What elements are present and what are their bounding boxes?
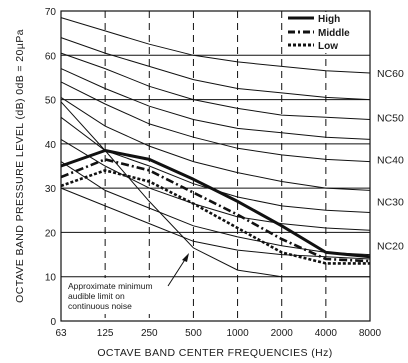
y-tick-labels: 0 10 20 30 40 50 60 70 [45,7,57,328]
x-axis-label: OCTAVE BAND CENTER FREQUENCIES (Hz) [97,347,332,359]
y-tick-label-40: 40 [45,140,57,151]
grid [61,11,370,321]
x-tick-label-250: 250 [141,328,158,339]
nc-curve-7 [60,138,371,231]
nc-labels: NC60 NC50 NC40 NC30 NC20 [377,68,404,253]
annotation-arrow-head [182,253,189,262]
nc-curve-8 [60,161,371,256]
nc-curve-3 [60,68,371,140]
nc-curve-6 [60,116,371,213]
series-line-middle [60,158,371,263]
series-lines [60,149,371,265]
nc-curve-4 [60,81,371,163]
nc-label-nc20: NC20 [377,241,404,253]
y-tick-label-20: 20 [45,228,57,239]
annotation-line-2: audible limit on [68,291,125,301]
x-tick-label-8000: 8000 [359,328,382,339]
annotation-line-3: continuous noise [68,301,132,311]
series-line-high [60,149,371,259]
series-line-low [60,169,370,265]
x-tick-label-500: 500 [185,328,202,339]
y-tick-label-30: 30 [45,184,57,195]
nc-curve-5 [60,96,371,191]
audible-limit-annotation: Approximate minimum audible limit on con… [65,253,189,314]
y-tick-label-70: 70 [45,7,57,18]
y-tick-label-10: 10 [45,273,57,284]
audible-limit [60,101,370,278]
plot-frame [60,10,371,322]
y-tick-label-0: 0 [50,317,56,328]
nc-curve-2 [60,52,371,120]
nc-label-nc30: NC30 [377,196,404,208]
legend: High Middle Low [283,12,369,53]
x-tick-label-4000: 4000 [315,328,338,339]
nc-curve-1 [60,37,371,101]
x-tick-label-1000: 1000 [226,328,249,339]
nc-label-nc50: NC50 [377,112,404,124]
annotation-line-1: Approximate minimum [68,281,153,291]
x-tick-label-2000: 2000 [271,328,294,339]
nc-label-nc40: NC40 [377,154,404,166]
y-axis-label: OCTAVE BAND PRESSURE LEVEL (dB) 0dB = 20… [14,29,26,303]
x-tick-label-63: 63 [55,328,67,339]
y-tick-label-60: 60 [45,51,57,62]
legend-label-high: High [318,14,340,25]
nc-label-nc60: NC60 [377,68,404,80]
x-tick-labels: 63 125 250 500 1000 2000 4000 8000 [55,328,381,339]
audible-limit-line [60,101,370,278]
nc-curve-0 [60,17,371,74]
y-tick-label-50: 50 [45,96,57,107]
nc-curves [60,17,371,260]
legend-label-middle: Middle [318,28,350,39]
nc-curve-9 [60,187,371,260]
x-tick-label-125: 125 [97,328,114,339]
annotation-box [65,278,177,314]
legend-label-low: Low [318,41,338,52]
annotation-arrow-line [167,257,187,287]
